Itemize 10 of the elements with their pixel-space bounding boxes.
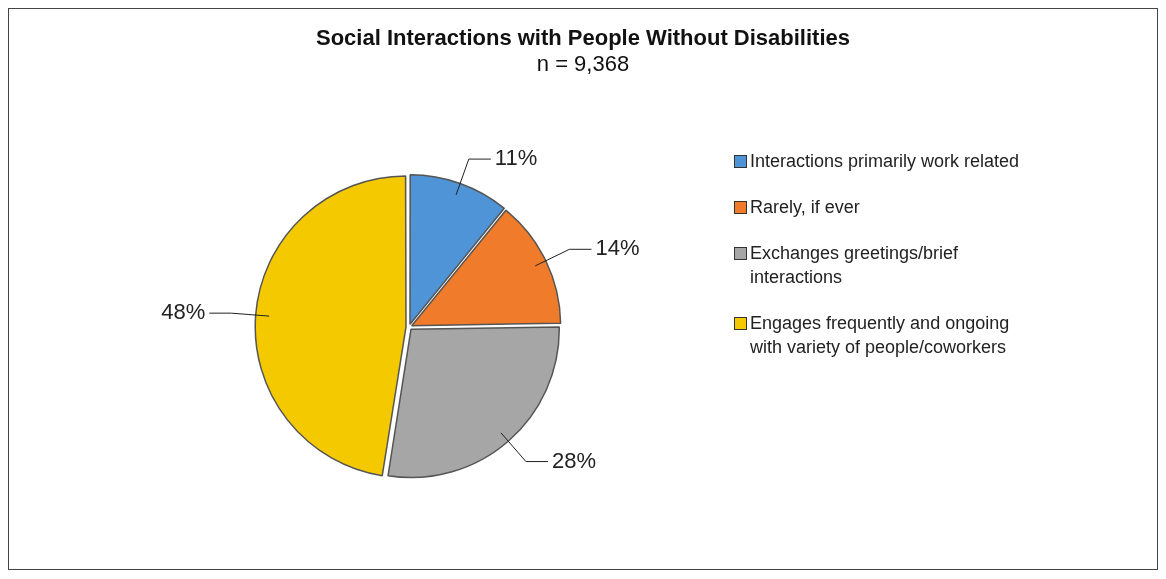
- data-label: 48%: [161, 299, 206, 325]
- data-label: 28%: [551, 447, 596, 473]
- legend-label: Rarely, if ever: [750, 196, 860, 219]
- legend-label: Engages frequently and ongoing with variety of people/coworkers: [750, 312, 1011, 359]
- legend-label: Interactions primarily work related: [750, 150, 1020, 173]
- data-label: 14%: [595, 235, 640, 261]
- chart-subtitle: n = 9,368: [535, 51, 631, 77]
- legend-label: Exchanges greetings/brief interactions: [750, 242, 960, 289]
- chart-title: Social Interactions with People Without Disabilities: [315, 25, 851, 51]
- data-label: 11%: [494, 145, 538, 171]
